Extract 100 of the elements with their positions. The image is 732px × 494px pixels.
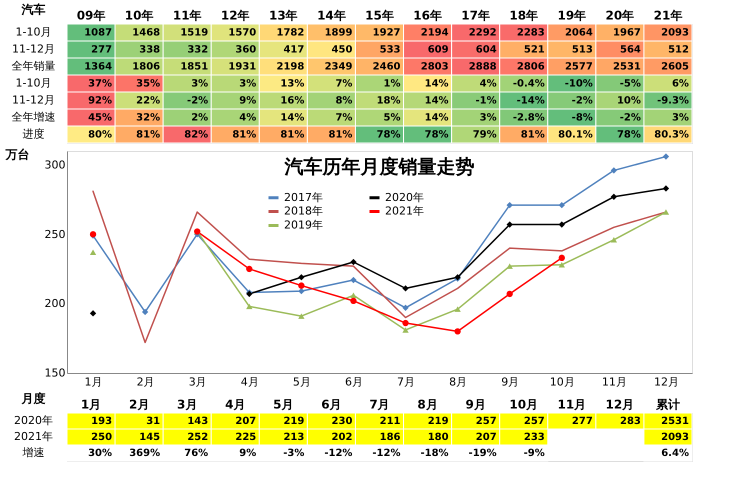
data-label: -5%: [620, 78, 641, 90]
y-tick-label: 200: [44, 297, 66, 310]
x-tick-label: 17年: [461, 8, 490, 22]
x-tick-label: 3月: [177, 398, 198, 412]
y-tick-label: 300: [44, 158, 66, 172]
x-tick-label: 10月: [509, 398, 538, 412]
data-label: 283: [620, 416, 641, 427]
point: [662, 153, 670, 160]
y-tick-label: 2021年: [14, 430, 53, 443]
data-label: 16%: [280, 96, 304, 106]
data-label: 32%: [136, 112, 160, 124]
x-tick-label: 8月: [449, 376, 468, 388]
data-label: 219: [428, 416, 449, 427]
data-label: -1%: [476, 96, 497, 106]
data-label: 81%: [280, 130, 304, 140]
data-label: -12%: [372, 448, 400, 459]
point: [350, 258, 357, 266]
data-label: 4%: [239, 112, 256, 124]
chart-title: 汽车历年月度销量走势: [284, 156, 474, 178]
point: [454, 306, 461, 312]
data-label: 609: [428, 44, 449, 56]
data-label: 450: [332, 44, 352, 56]
data-label: 250: [91, 432, 112, 443]
data-label: 2803: [420, 62, 449, 72]
data-label: 2577: [564, 62, 593, 72]
legend-label: 2019年: [284, 218, 323, 232]
data-label: 81%: [136, 130, 160, 140]
data-label: 2194: [420, 28, 449, 38]
x-tick-label: 09年: [76, 8, 106, 22]
data-label: 22%: [136, 96, 160, 106]
data-label: 145: [139, 432, 160, 443]
x-tick-label: 8月: [417, 398, 438, 412]
point: [142, 308, 148, 316]
data-label: 2283: [516, 28, 545, 38]
data-label: 369%: [129, 448, 160, 459]
x-tick-label: 11月: [557, 398, 586, 412]
y-tick-label: 进度: [22, 128, 44, 140]
x-tick-label: 18年: [509, 8, 538, 22]
data-label: 1931: [228, 62, 256, 72]
data-label: 9%: [239, 96, 256, 106]
data-label: -18%: [420, 448, 449, 459]
point: [298, 313, 305, 319]
legend-label: 2021年: [385, 204, 424, 218]
x-tick-label: 16年: [413, 8, 442, 22]
point: [402, 285, 409, 292]
data-label: 2888: [468, 62, 497, 72]
y-axis-title: 月度: [20, 392, 46, 406]
data-label: 80.1%: [558, 130, 593, 140]
data-label: 78%: [616, 130, 641, 140]
data-label: 81%: [232, 130, 256, 140]
data-label: 4%: [480, 78, 497, 90]
y-tick-label: 全年销量: [12, 60, 56, 72]
data-label: 143: [187, 416, 208, 427]
data-label: 360: [235, 44, 256, 56]
data-label: 31: [146, 416, 160, 427]
data-label: 82%: [184, 130, 208, 140]
data-label: 186: [380, 432, 401, 443]
point: [350, 276, 357, 284]
data-label: 202: [332, 432, 352, 443]
y-tick-label: 增速: [22, 446, 44, 459]
data-label: 225: [235, 432, 256, 443]
data-label: -0.4%: [512, 78, 545, 90]
data-label: -8%: [572, 112, 593, 124]
data-label: 332: [187, 44, 208, 56]
data-label: 18%: [376, 96, 400, 106]
data-label: 14%: [424, 112, 449, 124]
y-tick-label: 全年增速: [12, 110, 56, 124]
legend-label: 2020年: [385, 190, 424, 204]
data-label: -9%: [524, 448, 545, 459]
x-tick-label: 4月: [225, 398, 246, 412]
x-tick-label: 7月: [369, 398, 390, 412]
x-tick-label: 2月: [128, 398, 150, 412]
data-label: 219: [283, 416, 304, 427]
x-tick-label: 12年: [220, 8, 250, 22]
data-label: 92%: [88, 96, 112, 106]
data-label: 2%: [191, 112, 208, 124]
data-label: 2349: [324, 62, 352, 72]
data-label: 78%: [424, 130, 449, 140]
x-tick-label: 9月: [465, 398, 486, 412]
data-label: 81%: [328, 130, 352, 140]
data-label: 2531: [613, 62, 641, 72]
x-tick-label: 累计: [654, 398, 680, 412]
data-label: 2093: [661, 28, 689, 38]
data-label: 14%: [424, 78, 449, 90]
data-label: 6%: [672, 78, 689, 90]
data-label: 3%: [672, 112, 689, 124]
data-label: 512: [668, 44, 690, 56]
data-label: 207: [235, 416, 256, 427]
point: [402, 304, 409, 311]
data-label: 76%: [184, 448, 208, 459]
x-tick-label: 15年: [365, 8, 394, 22]
data-label: 1851: [180, 62, 208, 72]
x-tick-label: 13年: [268, 8, 298, 22]
data-label: 2292: [468, 28, 497, 38]
legend-label: 2017年: [284, 190, 323, 204]
x-tick-label: 11月: [602, 376, 627, 388]
data-label: 2198: [276, 62, 304, 72]
point: [246, 266, 252, 272]
data-label: 2460: [372, 62, 401, 72]
x-tick-label: 10年: [124, 8, 154, 22]
